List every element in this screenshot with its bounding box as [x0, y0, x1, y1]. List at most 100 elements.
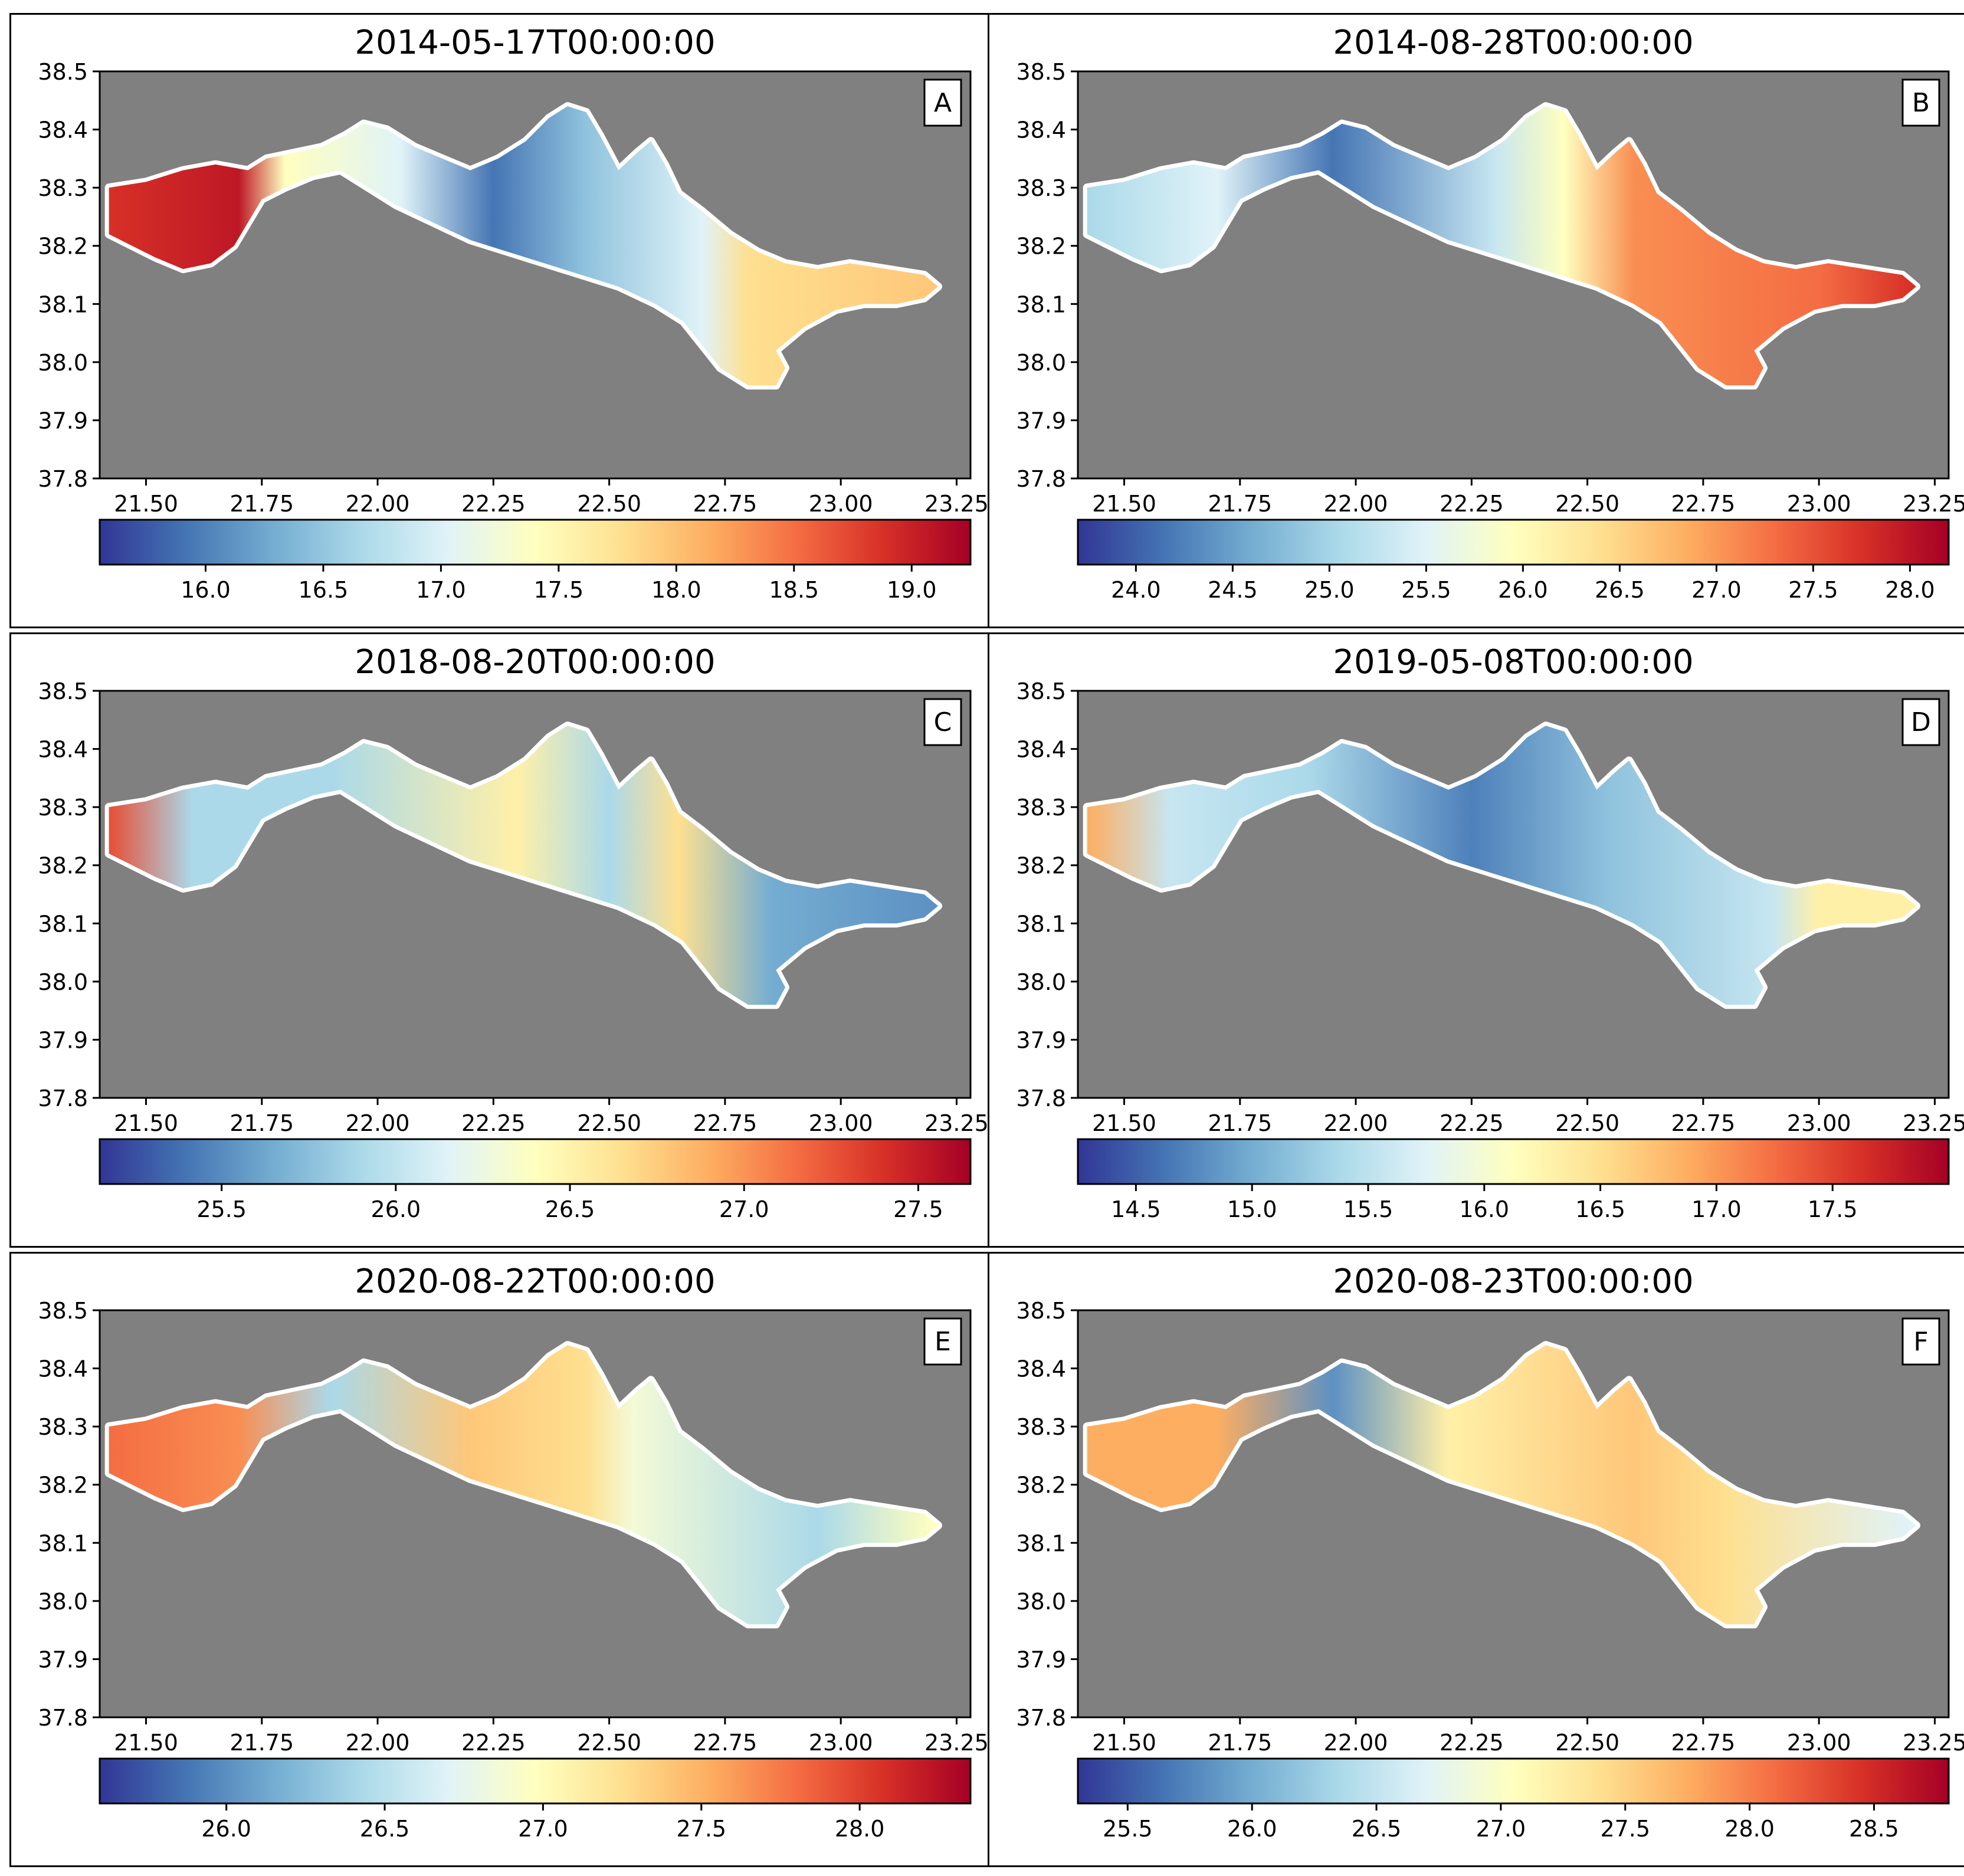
y-tick-label: 38.5 — [1016, 678, 1066, 704]
colorbar — [1077, 519, 1950, 566]
x-tick-label: 22.00 — [1324, 1730, 1388, 1756]
colorbar-tick-label: 26.5 — [1595, 577, 1645, 603]
colorbar-tick-label: 28.5 — [1849, 1816, 1899, 1842]
x-tick-label: 21.50 — [1092, 491, 1156, 517]
y-tick-label: 38.4 — [1016, 737, 1066, 763]
panel-letter-box — [923, 1317, 962, 1366]
colorbar-tick-label: 25.5 — [196, 1196, 247, 1222]
x-tick-label: 21.75 — [229, 1110, 294, 1136]
y-tick-label: 38.5 — [1016, 59, 1066, 85]
colorbar-tick-label: 18.5 — [769, 577, 819, 603]
panel-title: 2014-05-17T00:00:00 — [355, 24, 715, 62]
colorbar — [1077, 1757, 1950, 1805]
map-panel-b: 2014-08-28T00:00:00 38.5 38.4 38.3 38.2 38.1 3… — [988, 13, 1964, 628]
map-panel-e: 2020-08-22T00:00:00 38.5 38.4 38.3 38.2 38.1 3… — [9, 1252, 990, 1867]
colorbar-tick-label: 27.0 — [518, 1816, 568, 1842]
colorbar — [99, 519, 972, 566]
x-tick-label: 23.25 — [1903, 1110, 1964, 1136]
x-tick-label: 21.75 — [1208, 491, 1272, 517]
x-tick-label: 23.25 — [1903, 1730, 1964, 1756]
x-tick-label: 22.25 — [461, 491, 526, 517]
x-tick-label: 23.25 — [924, 1730, 989, 1756]
colorbar-tick-label: 25.5 — [1103, 1816, 1153, 1842]
map-svg: 2020-08-22T00:00:00 38.5 38.4 38.3 38.2 38.1 3… — [38, 1262, 989, 1842]
panel-title: 2020-08-23T00:00:00 — [1333, 1262, 1693, 1301]
x-tick-label: 22.25 — [1440, 1110, 1504, 1136]
y-tick-label: 38.1 — [38, 911, 88, 937]
colorbar-tick-label: 26.5 — [545, 1196, 595, 1222]
panel-letter-box — [1901, 78, 1940, 127]
x-tick-label: 22.75 — [693, 491, 757, 517]
plot-frame — [99, 690, 972, 1099]
x-tick-label: 22.75 — [693, 1110, 757, 1136]
colorbar-tick-label: 16.0 — [1459, 1196, 1509, 1222]
y-tick-label: 38.5 — [38, 59, 88, 85]
colorbar-tick-label: 27.5 — [676, 1816, 726, 1842]
gulf-temperature-field — [109, 726, 939, 1005]
y-tick-label: 38.1 — [38, 1530, 88, 1556]
y-tick-label: 38.5 — [38, 678, 88, 704]
colorbar-tick-label: 17.0 — [1691, 1196, 1742, 1222]
x-tick-label: 21.50 — [1092, 1730, 1156, 1756]
y-tick-label: 38.0 — [38, 350, 88, 376]
panel-title: 2019-05-08T00:00:00 — [1333, 643, 1693, 681]
colorbar-tick-label: 17.5 — [1808, 1196, 1858, 1222]
x-tick-label: 21.50 — [114, 491, 178, 517]
y-tick-label: 38.3 — [38, 795, 88, 821]
colorbar-tick-label: 27.5 — [1788, 577, 1838, 603]
panel-letter: A — [934, 88, 952, 118]
y-tick-label: 38.1 — [1016, 291, 1066, 317]
colorbar — [1077, 1138, 1950, 1185]
y-tick-label: 38.3 — [1016, 175, 1066, 201]
y-tick-label: 38.2 — [1016, 1472, 1066, 1498]
y-tick-label: 37.8 — [1016, 1705, 1066, 1731]
map-svg: 2018-08-20T00:00:00 38.5 38.4 38.3 38.2 38.1 3… — [38, 643, 988, 1222]
x-tick-label: 22.50 — [577, 1110, 641, 1136]
colorbar-tick-label: 27.0 — [719, 1196, 769, 1222]
y-tick-label: 38.0 — [1016, 350, 1066, 376]
map-svg: 2020-08-23T00:00:00 38.5 38.4 38.3 38.2 38.1 3… — [1016, 1262, 1964, 1842]
panel-letter-box — [923, 698, 962, 746]
gulf-temperature-field — [1087, 1345, 1916, 1625]
colorbar-tick-label: 26.0 — [201, 1816, 251, 1842]
colorbar-tick-label: 17.0 — [416, 577, 466, 603]
y-tick-label: 38.4 — [38, 117, 88, 143]
colorbar-tick-label: 14.5 — [1111, 1196, 1161, 1222]
colorbar-tick-label: 27.5 — [893, 1196, 943, 1222]
x-tick-label: 21.75 — [229, 1730, 294, 1756]
y-tick-label: 38.1 — [1016, 1530, 1066, 1556]
x-tick-label: 23.00 — [1787, 1110, 1851, 1136]
y-tick-label: 38.3 — [38, 175, 88, 201]
x-tick-label: 22.50 — [1555, 1110, 1619, 1136]
panel-letter: B — [1912, 88, 1930, 118]
map-panel-c: 2018-08-20T00:00:00 38.5 38.4 38.3 38.2 38.1 3… — [9, 632, 990, 1248]
y-tick-label: 38.5 — [1016, 1298, 1066, 1324]
x-tick-label: 22.50 — [577, 1730, 641, 1756]
x-tick-label: 23.25 — [924, 491, 989, 517]
colorbar-tick-label: 26.5 — [1352, 1816, 1402, 1842]
gulf-temperature-field — [109, 106, 939, 386]
y-tick-label: 38.2 — [38, 234, 88, 260]
plot-frame — [1077, 690, 1950, 1099]
x-tick-label: 22.00 — [346, 491, 410, 517]
y-tick-label: 38.0 — [1016, 1589, 1066, 1615]
y-tick-label: 37.8 — [1016, 466, 1066, 492]
x-tick-label: 21.75 — [1208, 1110, 1272, 1136]
colorbar-tick-label: 16.5 — [299, 577, 349, 603]
colorbar-tick-label: 27.0 — [1476, 1816, 1526, 1842]
x-tick-label: 23.25 — [1903, 491, 1964, 517]
plot-frame — [1077, 1309, 1950, 1718]
colorbar-tick-label: 28.0 — [1885, 577, 1935, 603]
x-tick-label: 21.50 — [114, 1110, 178, 1136]
colorbar-tick-label: 15.5 — [1343, 1196, 1394, 1222]
x-tick-label: 22.25 — [461, 1110, 526, 1136]
gulf-temperature-field — [1087, 726, 1916, 1005]
y-tick-label: 37.8 — [38, 1705, 88, 1731]
gulf-temperature-field — [109, 1345, 939, 1625]
colorbar-tick-label: 27.0 — [1691, 577, 1742, 603]
colorbar-tick-label: 24.5 — [1208, 577, 1258, 603]
panel-letter-box — [1901, 1317, 1940, 1366]
x-tick-label: 23.00 — [809, 1730, 873, 1756]
y-tick-label: 37.9 — [38, 1027, 88, 1053]
colorbar-tick-label: 25.0 — [1304, 577, 1355, 603]
